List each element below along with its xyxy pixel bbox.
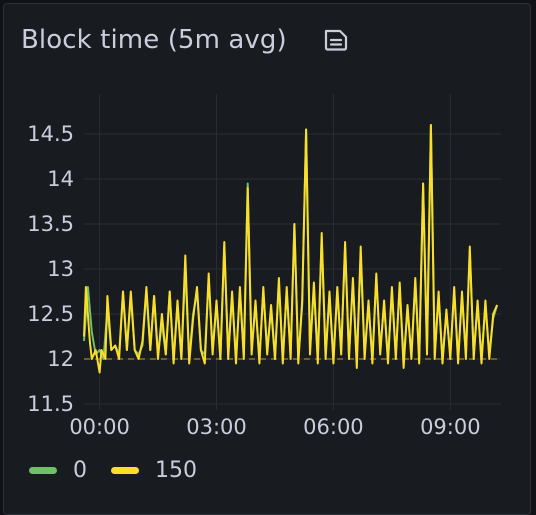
- panel-header[interactable]: Block time (5m avg): [21, 20, 351, 60]
- y-tick-label: 14: [47, 167, 74, 191]
- legend-swatch: [111, 467, 139, 474]
- legend-label: 150: [155, 458, 197, 483]
- series-line-150[interactable]: [83, 124, 499, 374]
- y-tick-label: 12.5: [27, 302, 74, 326]
- x-tick-label: 06:00: [303, 415, 364, 439]
- legend-swatch: [29, 467, 57, 474]
- legend: 0 150: [29, 458, 221, 483]
- legend-label: 0: [73, 458, 87, 483]
- x-tick-label: 00:00: [69, 415, 130, 439]
- series-line-0[interactable]: [83, 124, 499, 360]
- legend-item-0[interactable]: 0: [29, 458, 87, 483]
- y-tick-label: 13.5: [27, 212, 74, 236]
- chart-panel: Block time (5m avg) 11.5 12 12.5 13 13.5 14 14…: [3, 3, 531, 515]
- y-tick-label: 14.5: [27, 122, 74, 146]
- y-tick-label: 12: [47, 347, 74, 371]
- line-chart: 11.5 12 12.5 13 13.5 14 14.5 00:00 03:00 06:00 09:…: [27, 94, 501, 439]
- x-tick-label: 03:00: [186, 415, 247, 439]
- document-icon[interactable]: [321, 27, 351, 53]
- y-tick-label: 11.5: [27, 392, 74, 416]
- panel-title[interactable]: Block time (5m avg): [21, 25, 287, 55]
- legend-item-150[interactable]: 150: [111, 458, 197, 483]
- x-tick-label: 09:00: [420, 415, 481, 439]
- y-tick-label: 13: [47, 257, 74, 281]
